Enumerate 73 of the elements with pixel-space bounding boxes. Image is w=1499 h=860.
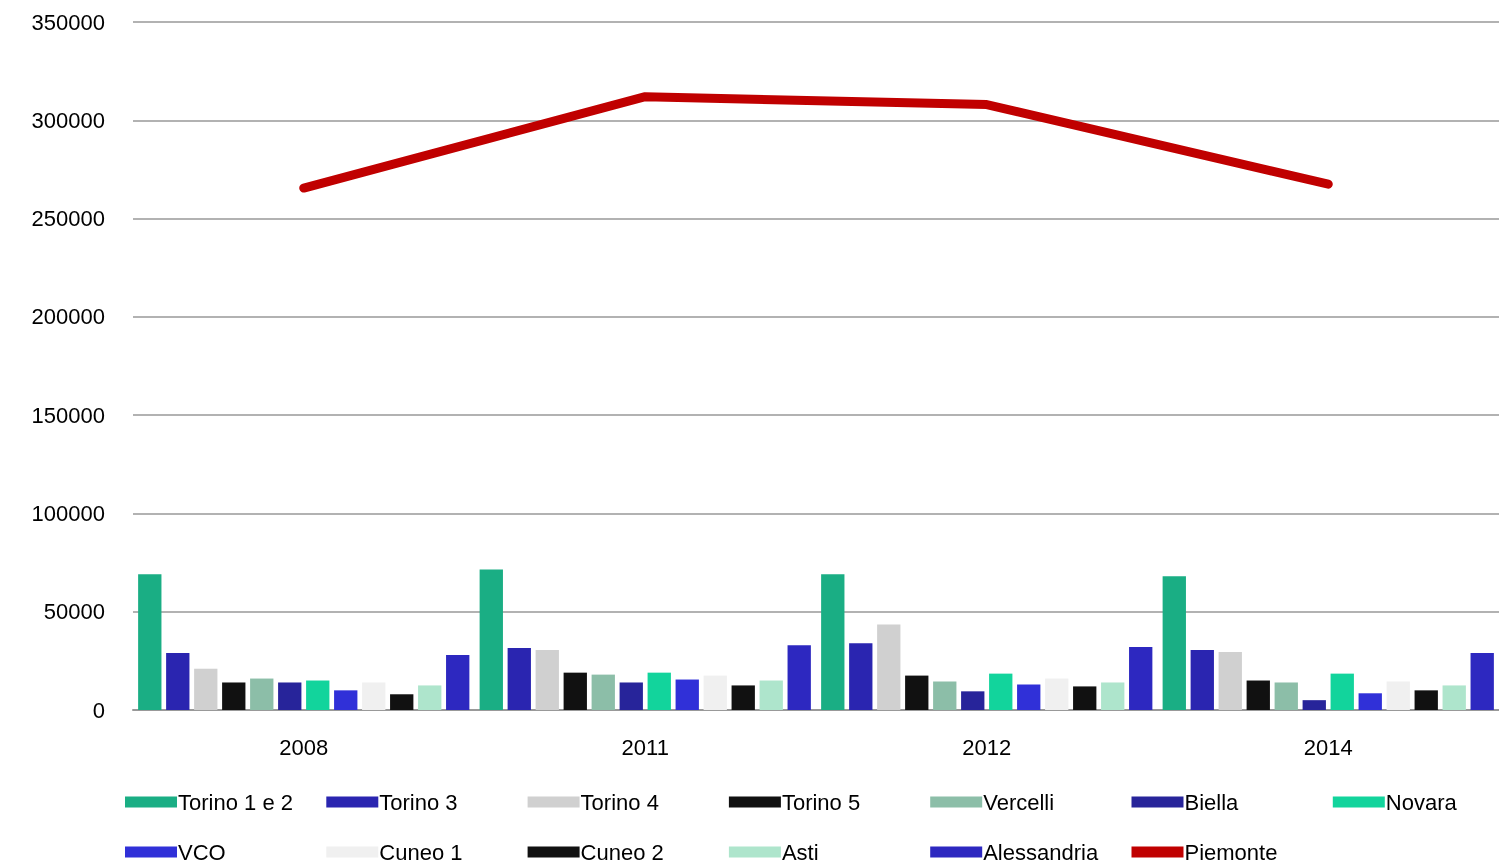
bar [1442,685,1466,710]
bar [591,674,615,710]
bar [535,650,559,710]
bar [166,652,190,710]
bar [334,690,358,710]
legend-label: Torino 5 [781,789,861,815]
bar [961,691,985,710]
bar [1129,647,1153,710]
bar [1101,682,1125,710]
legend-label: Torino 4 [580,789,659,815]
bar [446,654,470,710]
x-tick-label: 2008 [279,734,329,760]
bar [989,673,1013,710]
legend-label: Asti [781,839,819,860]
bar [1274,682,1298,710]
bar [1246,680,1270,710]
bar [821,574,845,710]
bar [905,675,929,710]
bar [418,685,442,710]
bar [250,678,274,710]
bar [1302,700,1326,710]
legend-label: Piemonte [1184,839,1278,860]
bar [306,680,330,710]
bar [1330,673,1354,710]
bar [703,675,727,710]
legend-label: Novara [1385,789,1458,815]
bar [787,645,811,710]
bar [563,672,587,710]
bar [507,648,531,710]
bar [759,680,783,710]
bar [1162,576,1186,710]
legend-label: Cuneo 1 [379,839,463,860]
bar [849,643,873,710]
y-tick-label: 250000 [31,206,105,232]
legend-label: Cuneo 2 [580,839,664,860]
legend-label: VCO [178,839,226,860]
legend-label: Torino 3 [379,789,458,815]
legend-label: Vercelli [983,789,1055,815]
bar [479,569,503,710]
bar [877,624,901,710]
bar [222,682,246,710]
bar [194,668,218,710]
bar [390,694,414,710]
bar [1190,650,1214,710]
y-tick-label: 0 [92,697,105,723]
bar [1045,678,1069,710]
bar [619,682,643,710]
y-tick-label: 350000 [31,9,105,35]
bar [278,682,302,710]
bar [1358,693,1382,710]
bar [675,679,699,710]
bar [731,685,755,710]
y-tick-label: 100000 [31,500,105,526]
bar [1470,652,1494,710]
x-tick-label: 2011 [621,734,669,760]
bar [933,681,957,710]
y-tick-label: 300000 [31,107,105,133]
bar [1073,686,1097,710]
bar [362,682,386,710]
y-tick-label: 50000 [43,599,105,625]
legend-label: Torino 1 e 2 [178,789,293,815]
bar [1017,684,1041,710]
x-tick-label: 2012 [962,734,1012,760]
bar [1218,652,1242,710]
bar [647,672,671,710]
x-tick-label: 2014 [1303,734,1353,760]
bar [1386,681,1410,710]
legend-label: Biella [1184,789,1240,815]
bar [1414,690,1438,710]
bar [138,574,162,710]
legend-label: Alessandria [983,839,1099,860]
y-tick-label: 150000 [31,402,105,428]
y-tick-label: 200000 [31,304,105,330]
